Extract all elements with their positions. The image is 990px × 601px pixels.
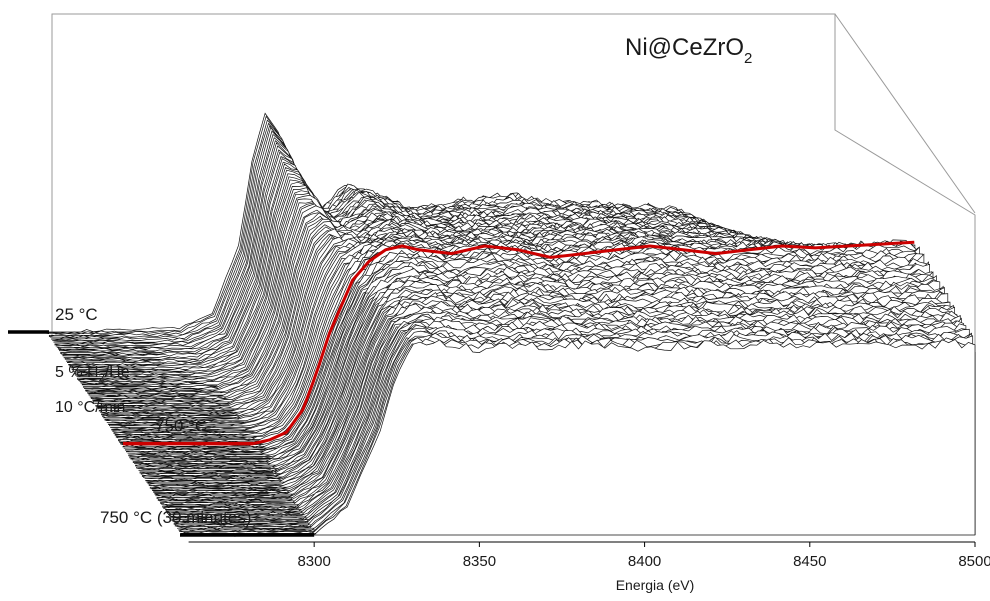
frame-outline — [51, 13, 976, 352]
x-tick-label: 8450 — [793, 553, 826, 570]
ramp-gas-suffix: /He — [105, 364, 130, 381]
x-axis-title: Energia (eV) — [616, 577, 695, 593]
x-axis: 8300 8350 8400 8450 8500 Energia (eV) — [188, 541, 990, 593]
x-tick-label: 8400 — [628, 553, 661, 570]
stage-label-25c: 25 °C — [55, 305, 98, 324]
series-line-750c — [253, 240, 915, 446]
stage-label-750c: 750 °C — [155, 417, 207, 436]
chart-title: Ni@CeZrO2 — [625, 34, 752, 67]
frame-edge — [834, 13, 976, 214]
ramp-gas-subscript: 2 — [99, 372, 105, 384]
ramp-rate-label: 10 °C/min — [55, 399, 125, 416]
x-tick-label: 8500 — [958, 553, 990, 570]
x-tick-label: 8350 — [463, 553, 496, 570]
x-tick-label: 8300 — [297, 553, 330, 570]
stacked-spectra — [46, 112, 976, 537]
chart-title-subscript: 2 — [744, 50, 752, 67]
highlight-trace-layer — [253, 240, 915, 446]
chart-title-main: Ni@CeZrO — [625, 34, 744, 61]
ramp-gas-prefix: 5 % H — [55, 364, 99, 381]
x-axis-ticks: 8300 8350 8400 8450 8500 — [297, 542, 990, 570]
stage-annotations: 25 °C 5 % H2/He 10 °C/min 750 °C 750 °C … — [8, 305, 315, 537]
ramp-gas-label: 5 % H2/He — [55, 364, 130, 384]
stage-label-750c-30min: 750 °C (30 minutes) — [100, 508, 251, 527]
